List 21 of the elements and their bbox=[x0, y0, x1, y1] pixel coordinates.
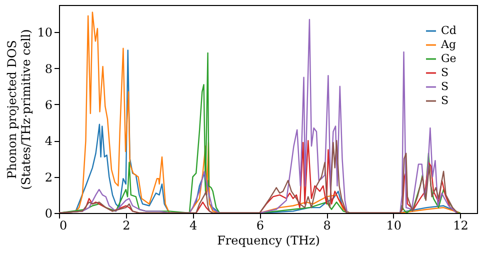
x-tick-label: 4 bbox=[189, 218, 198, 232]
legend-label: Ge bbox=[441, 52, 456, 65]
x-tick-label: 12 bbox=[453, 218, 468, 232]
x-tick-label: 8 bbox=[323, 218, 331, 232]
legend-label: Ag bbox=[440, 38, 456, 51]
legend-label: S bbox=[441, 94, 449, 107]
y-tick-label: 10 bbox=[37, 26, 52, 40]
y-tick-label: 6 bbox=[44, 98, 52, 112]
legend-label: S bbox=[441, 66, 449, 79]
legend-label: Cd bbox=[441, 24, 456, 37]
x-tick-label: 6 bbox=[256, 218, 264, 232]
x-tick-label: 10 bbox=[386, 218, 402, 232]
y-tick-label: 4 bbox=[44, 134, 53, 148]
y-tick-label: 2 bbox=[44, 170, 52, 184]
legend-label: S bbox=[441, 80, 449, 93]
x-axis-title: Frequency (THz) bbox=[217, 234, 320, 248]
x-tick-label: 0 bbox=[60, 218, 68, 232]
y-tick-label: 0 bbox=[44, 206, 52, 220]
x-tick-label: 2 bbox=[122, 218, 130, 232]
y-axis-title: Phonon projected DOS (States/THz·primitive cell) bbox=[5, 29, 34, 190]
y-tick-label: 8 bbox=[44, 62, 52, 76]
